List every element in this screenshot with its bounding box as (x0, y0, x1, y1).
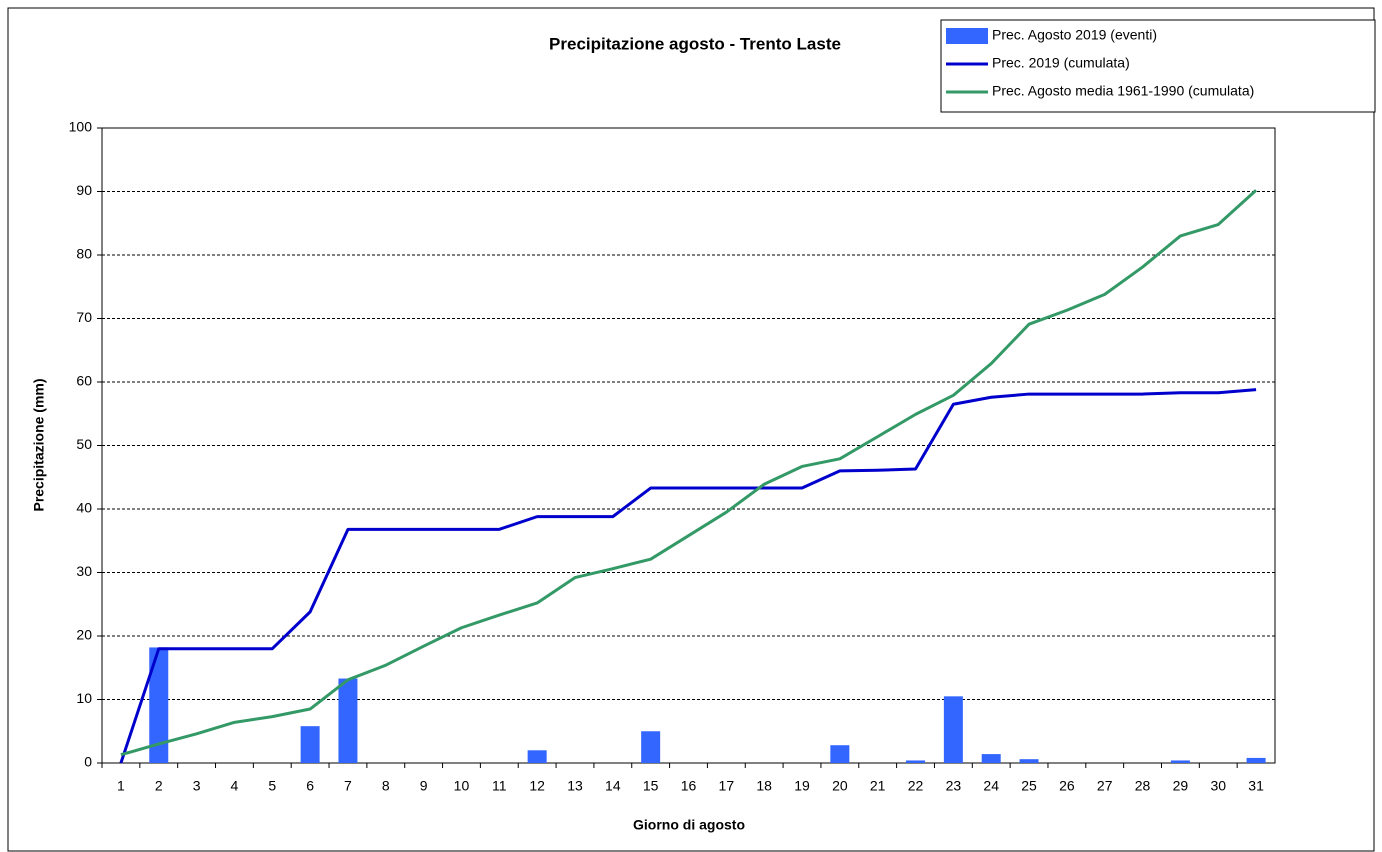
x-tick-label: 6 (306, 778, 314, 794)
y-tick-label: 10 (76, 690, 92, 706)
plot-area (101, 127, 1276, 764)
x-tick-label: 2 (155, 778, 163, 794)
legend-swatch (946, 28, 988, 44)
bar (1019, 759, 1039, 763)
y-tick-label: 100 (69, 119, 93, 135)
x-tick-label: 27 (1097, 778, 1113, 794)
bar (830, 745, 850, 763)
x-axis-label: Giorno di agosto (633, 817, 745, 833)
x-tick-label: 18 (756, 778, 772, 794)
legend-label: Prec. 2019 (cumulata) (992, 55, 1130, 71)
legend-label: Prec. Agosto 2019 (eventi) (992, 27, 1157, 43)
x-tick-label: 11 (492, 778, 507, 794)
y-tick-label: 30 (76, 563, 92, 579)
x-tick-label: 1 (117, 778, 125, 794)
y-axis-label: Precipitazione (mm) (31, 378, 47, 511)
y-tick-label: 0 (84, 754, 92, 770)
x-tick-label: 10 (454, 778, 470, 794)
x-tick-label: 13 (567, 778, 583, 794)
bar (527, 750, 547, 763)
x-tick-label: 28 (1135, 778, 1151, 794)
x-tick-label: 23 (946, 778, 962, 794)
line (119, 388, 1257, 764)
x-tick-label: 26 (1059, 778, 1075, 794)
bar (906, 760, 926, 763)
x-tick-label: 31 (1248, 778, 1264, 794)
x-tick-label: 20 (832, 778, 848, 794)
frame (7, 7, 1375, 852)
x-tick-label: 15 (643, 778, 659, 794)
x-tick-label: 25 (1021, 778, 1037, 794)
x-tick-label: 30 (1210, 778, 1226, 794)
x-tick-label: 5 (268, 778, 276, 794)
x-tick-label: 16 (681, 778, 697, 794)
bar (300, 726, 320, 763)
x-tick-label: 3 (193, 778, 201, 794)
y-tick-label: 50 (76, 436, 92, 452)
x-tick-label: 14 (605, 778, 621, 794)
legend (940, 19, 1376, 113)
y-tick-label: 90 (76, 182, 92, 198)
bar (1246, 757, 1266, 763)
x-tick-label: 7 (344, 778, 352, 794)
bar (641, 731, 661, 763)
x-tick-label: 17 (719, 778, 735, 794)
bar (943, 696, 963, 763)
chart-title: Precipitazione agosto - Trento Laste (549, 34, 841, 53)
y-tick-label: 80 (76, 246, 92, 262)
x-tick-label: 8 (382, 778, 390, 794)
x-tick-label: 24 (983, 778, 999, 794)
x-tick-label: 12 (529, 778, 545, 794)
y-tick-label: 70 (76, 309, 92, 325)
bar (1170, 760, 1190, 763)
x-tick-label: 22 (908, 778, 924, 794)
bar (338, 678, 358, 763)
legend-label: Prec. Agosto media 1961-1990 (cumulata) (992, 83, 1254, 99)
x-tick-label: 21 (870, 778, 886, 794)
line (120, 189, 1258, 757)
x-tick-label: 29 (1173, 778, 1189, 794)
x-tick-label: 9 (420, 778, 428, 794)
x-tick-label: 4 (231, 778, 239, 794)
y-tick-label: 20 (76, 627, 92, 643)
x-tick-label: 19 (794, 778, 810, 794)
y-tick-label: 40 (76, 500, 92, 516)
bar (981, 754, 1001, 763)
y-tick-label: 60 (76, 373, 92, 389)
bar (149, 647, 169, 763)
